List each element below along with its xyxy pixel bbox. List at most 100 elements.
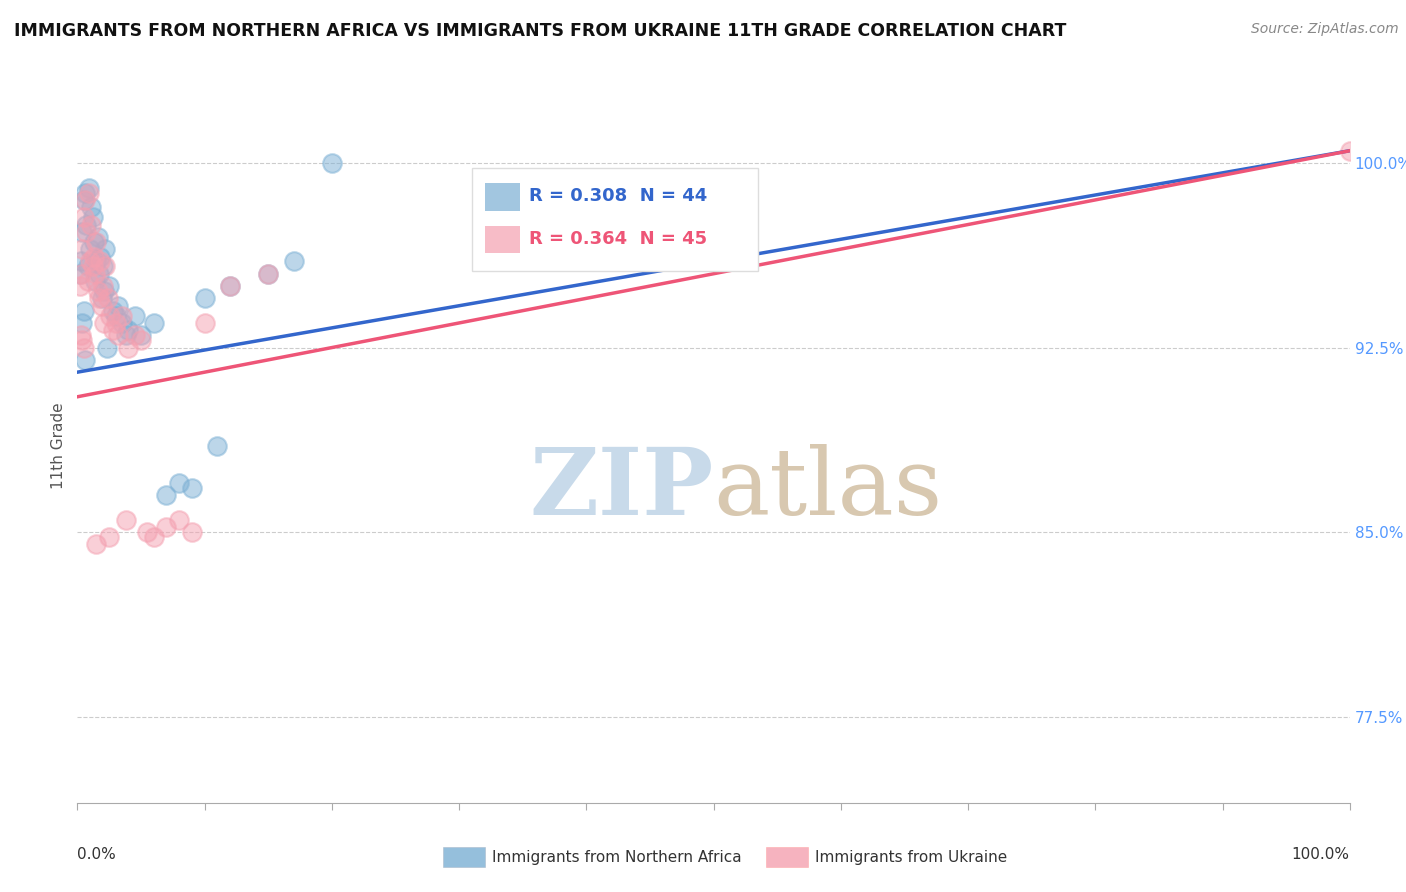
Point (86, 537, 108, 551)
Point (79, 242, 101, 256)
Point (70, 267, 93, 281)
Point (72, 333, 94, 347)
Point (180, 481, 202, 495)
Text: ZIP: ZIP (529, 444, 714, 533)
Point (98, 279, 121, 293)
Point (73, 303, 96, 318)
Point (83, 235, 105, 249)
Point (129, 328, 152, 343)
Point (80, 218, 103, 232)
Point (76, 260, 98, 274)
Point (89, 254, 111, 268)
Point (101, 323, 124, 337)
Point (142, 530, 165, 544)
FancyBboxPatch shape (472, 168, 758, 271)
Point (1339, 144, 1361, 158)
Point (72, 316, 94, 330)
Point (87, 267, 110, 281)
Point (73, 341, 96, 355)
Point (73, 193, 96, 207)
Point (167, 513, 190, 527)
Point (107, 328, 129, 343)
Point (167, 475, 190, 490)
Point (155, 520, 177, 534)
Point (84, 274, 107, 288)
Point (111, 316, 134, 330)
Point (257, 267, 280, 281)
Point (117, 341, 139, 355)
Point (101, 303, 124, 318)
Text: IMMIGRANTS FROM NORTHERN AFRICA VS IMMIGRANTS FROM UKRAINE 11TH GRADE CORRELATIO: IMMIGRANTS FROM NORTHERN AFRICA VS IMMIG… (14, 22, 1066, 40)
Point (94, 260, 117, 274)
Point (96, 341, 118, 355)
Point (114, 328, 136, 343)
Point (114, 513, 136, 527)
Point (111, 309, 134, 323)
Point (283, 254, 305, 268)
Point (69, 279, 91, 293)
Point (86, 284, 108, 298)
Point (219, 279, 242, 293)
Point (90, 299, 112, 313)
Point (83, 250, 105, 264)
Point (70, 254, 93, 268)
Point (100, 309, 122, 323)
Point (94, 242, 117, 256)
Point (104, 309, 127, 323)
Point (124, 309, 146, 323)
Point (89, 250, 111, 264)
Point (97, 291, 120, 305)
Point (79, 254, 101, 268)
Point (84, 267, 107, 281)
Point (82, 260, 104, 274)
Point (104, 316, 127, 330)
Point (180, 525, 202, 540)
Y-axis label: 11th Grade: 11th Grade (51, 402, 66, 490)
Point (219, 279, 242, 293)
Bar (485, 227, 520, 253)
Point (91, 279, 114, 293)
Point (129, 333, 152, 347)
Point (87, 291, 110, 305)
Point (77, 180, 100, 194)
Point (70, 328, 93, 343)
Point (75, 225, 97, 239)
Point (73, 210, 96, 224)
Point (321, 156, 343, 170)
Point (86, 235, 108, 249)
Text: R = 0.364  N = 45: R = 0.364 N = 45 (529, 230, 707, 248)
Text: Source: ZipAtlas.com: Source: ZipAtlas.com (1251, 22, 1399, 37)
Point (75, 218, 97, 232)
Point (93, 316, 115, 330)
Point (194, 291, 217, 305)
Point (90, 291, 112, 305)
Point (86, 230, 108, 244)
Point (72, 225, 94, 239)
Point (155, 488, 177, 502)
Point (136, 525, 159, 540)
Text: Immigrants from Ukraine: Immigrants from Ukraine (815, 850, 1008, 864)
Point (86, 254, 108, 268)
Point (142, 316, 165, 330)
Point (73, 193, 96, 207)
Point (207, 439, 229, 453)
Text: 100.0%: 100.0% (1292, 847, 1350, 862)
Point (124, 328, 146, 343)
Point (80, 200, 103, 214)
Text: 0.0%: 0.0% (77, 847, 117, 862)
Point (107, 299, 129, 313)
Bar (485, 184, 520, 211)
Point (82, 210, 104, 224)
Point (77, 186, 100, 200)
Point (73, 186, 96, 200)
Text: R = 0.308  N = 44: R = 0.308 N = 44 (529, 187, 707, 205)
Point (257, 267, 280, 281)
Text: atlas: atlas (714, 444, 943, 533)
Point (98, 530, 121, 544)
Point (194, 316, 217, 330)
Point (72, 242, 94, 256)
Text: Immigrants from Northern Africa: Immigrants from Northern Africa (492, 850, 742, 864)
Point (91, 260, 114, 274)
Point (73, 352, 96, 367)
Point (93, 284, 115, 298)
